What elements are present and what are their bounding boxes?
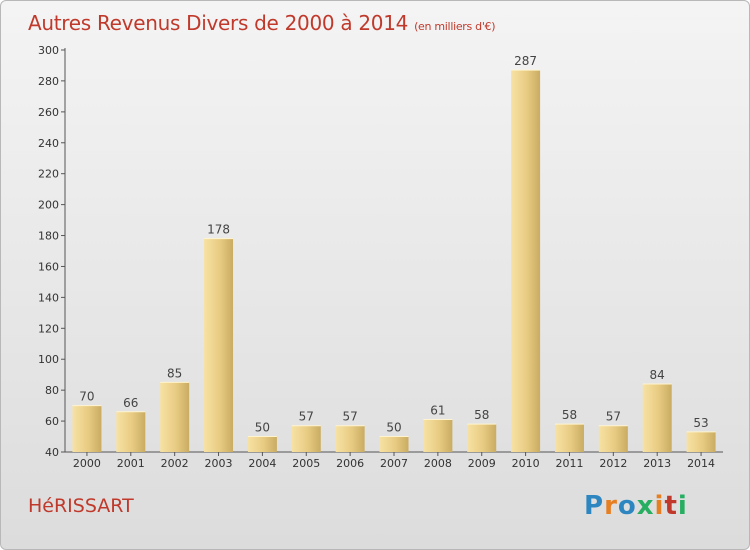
y-tick-label: 240 (38, 137, 59, 150)
x-tick-label: 2011 (555, 457, 583, 470)
x-tick-label: 2005 (292, 457, 320, 470)
x-tick-label: 2008 (424, 457, 452, 470)
bar-2001 (116, 411, 146, 452)
y-tick-label: 40 (45, 446, 59, 459)
logo-letter: x (636, 491, 655, 521)
value-label: 50 (386, 421, 401, 435)
value-label: 85 (167, 366, 182, 380)
logo-letter: i (654, 491, 665, 521)
y-tick-label: 280 (38, 75, 59, 88)
bar-2009 (467, 424, 497, 452)
x-tick-label: 2013 (643, 457, 671, 470)
value-label: 58 (562, 408, 577, 422)
value-label: 287 (514, 54, 537, 68)
y-tick-label: 300 (38, 44, 59, 57)
value-label: 66 (123, 396, 138, 410)
y-tick-label: 160 (38, 260, 59, 273)
bar-2010 (511, 70, 541, 452)
proxiti-logo: Proxiti (584, 491, 688, 521)
x-tick-label: 2009 (468, 457, 496, 470)
bar-2003 (204, 238, 234, 452)
x-tick-label: 2010 (512, 457, 540, 470)
logo-letter: o (617, 491, 637, 521)
axes: 40 60 80 100 120 140 160 180 200 220 240 260 280 300 2… (38, 44, 723, 470)
value-label: 57 (299, 410, 314, 424)
x-tick-label: 2004 (248, 457, 276, 470)
x-tick-label: 2002 (161, 457, 189, 470)
bar-2000 (72, 405, 102, 452)
y-tick-label: 120 (38, 322, 59, 335)
logo-letter: i (677, 491, 688, 521)
logo-letter: r (604, 491, 618, 521)
y-tick-label: 100 (38, 353, 59, 366)
x-tick-label: 2001 (117, 457, 145, 470)
bar-2006 (335, 425, 365, 452)
value-label: 57 (342, 410, 357, 424)
x-tick-label: 2014 (687, 457, 715, 470)
logo-letter: t (664, 491, 678, 521)
value-label: 84 (650, 368, 665, 382)
bar-2013 (642, 383, 672, 452)
chart-title-text: Autres Revenus Divers de 2000 à 2014 (28, 11, 409, 35)
bar-2008 (423, 419, 453, 452)
bar-2004 (247, 436, 277, 452)
value-label: 70 (79, 390, 94, 404)
y-tick-label: 60 (45, 415, 59, 428)
bar-2014 (686, 431, 716, 452)
bars (72, 69, 716, 452)
x-tick-label: 2006 (336, 457, 364, 470)
y-tick-label: 260 (38, 106, 59, 119)
bar-2011 (554, 424, 584, 452)
y-tick-label: 80 (45, 384, 59, 397)
x-tick-label: 2012 (599, 457, 627, 470)
bar-2005 (291, 425, 321, 452)
unit-note: (en milliers d'€) (414, 20, 496, 33)
value-label: 57 (606, 410, 621, 424)
x-tick-label: 2007 (380, 457, 408, 470)
y-tick-label: 200 (38, 199, 59, 212)
value-labels: 70 66 85 178 50 57 57 50 61 58 287 58 57 84 53 (79, 54, 708, 434)
value-label: 50 (255, 421, 270, 435)
chart-title: Autres Revenus Divers de 2000 à 2014 (en … (28, 11, 496, 35)
y-tick-label: 180 (38, 230, 59, 243)
logo-letter: P (584, 491, 605, 521)
y-tick-label: 220 (38, 168, 59, 181)
value-label: 61 (430, 404, 445, 418)
commune-name: HéRISSART (28, 495, 134, 517)
value-label: 178 (207, 223, 230, 237)
y-tick-label: 140 (38, 291, 59, 304)
x-tick-label: 2003 (205, 457, 233, 470)
x-tick-label: 2000 (73, 457, 101, 470)
bar-2012 (598, 425, 628, 452)
value-label: 53 (693, 416, 708, 430)
value-label: 58 (474, 408, 489, 422)
bar-2002 (160, 382, 190, 452)
bar-2007 (379, 436, 409, 452)
